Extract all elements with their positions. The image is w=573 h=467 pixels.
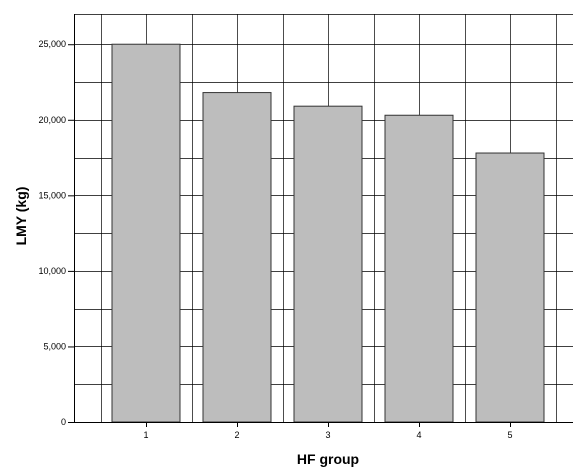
x-tick-label: 5 xyxy=(507,430,512,440)
y-tick-label: 5,000 xyxy=(43,341,66,351)
bar-1 xyxy=(111,43,181,423)
x-tick-label: 4 xyxy=(416,430,421,440)
y-tick-label: 10,000 xyxy=(38,266,66,276)
x-tick-labels: 1 2 3 4 5 xyxy=(143,422,513,440)
x-tick-label: 3 xyxy=(325,430,330,440)
bar-5 xyxy=(475,152,545,423)
bars xyxy=(111,43,545,423)
y-tick-labels: 0 5,000 10,000 15,000 20,000 25,000 xyxy=(38,39,74,427)
bar-4 xyxy=(384,114,454,423)
y-tick-label: 25,000 xyxy=(38,39,66,49)
axes xyxy=(74,14,573,423)
x-axis-title: HF group xyxy=(297,451,359,467)
y-tick-label: 20,000 xyxy=(38,115,66,125)
bar-2 xyxy=(202,92,272,423)
y-axis-title: LMY (kg) xyxy=(13,187,29,246)
x-tick-label: 1 xyxy=(143,430,148,440)
y-tick-label: 0 xyxy=(61,417,66,427)
bar-3 xyxy=(293,105,363,423)
x-tick-label: 2 xyxy=(234,430,239,440)
y-tick-label: 15,000 xyxy=(38,190,66,200)
